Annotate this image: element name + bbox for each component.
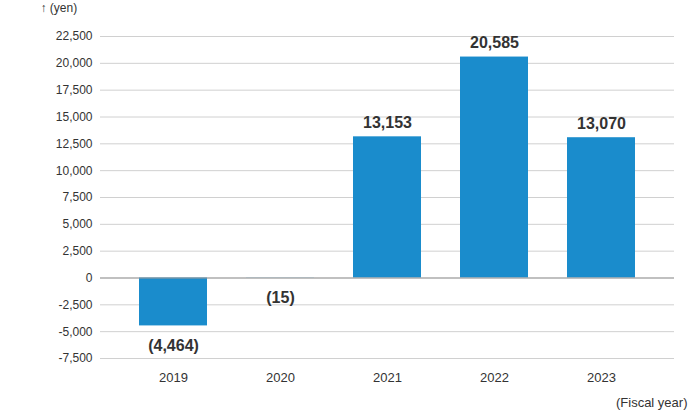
svg-text:(Fiscal year): (Fiscal year) <box>616 395 688 410</box>
svg-text:13,070: 13,070 <box>577 115 626 132</box>
svg-text:7,500: 7,500 <box>62 190 92 204</box>
svg-text:0: 0 <box>86 271 93 285</box>
svg-text:2020: 2020 <box>266 370 295 385</box>
svg-text:2,500: 2,500 <box>62 244 92 258</box>
svg-text:13,153: 13,153 <box>363 114 412 131</box>
svg-text:10,000: 10,000 <box>56 164 93 178</box>
svg-text:-2,500: -2,500 <box>58 298 92 312</box>
svg-text:2019: 2019 <box>159 370 188 385</box>
svg-text:-7,500: -7,500 <box>58 351 92 365</box>
svg-text:2023: 2023 <box>587 370 616 385</box>
svg-text:22,500: 22,500 <box>56 29 93 43</box>
svg-text:-5,000: -5,000 <box>58 325 92 339</box>
svg-text:20,585: 20,585 <box>470 34 519 51</box>
svg-text:15,000: 15,000 <box>56 110 93 124</box>
svg-text:2022: 2022 <box>480 370 509 385</box>
svg-text:(4,464): (4,464) <box>148 337 199 354</box>
svg-text:17,500: 17,500 <box>56 83 93 97</box>
svg-text:20,000: 20,000 <box>56 56 93 70</box>
svg-text:12,500: 12,500 <box>56 137 93 151</box>
svg-text:(15): (15) <box>266 289 294 306</box>
svg-text:5,000: 5,000 <box>62 217 92 231</box>
svg-text:↑ (yen): ↑ (yen) <box>41 1 78 15</box>
svg-text:2021: 2021 <box>373 370 402 385</box>
